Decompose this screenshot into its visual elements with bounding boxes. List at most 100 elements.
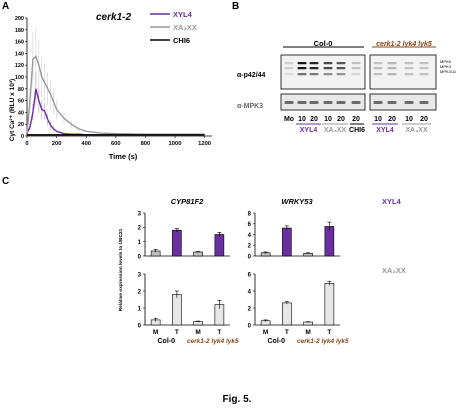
lane-label-col0: 10 — [298, 116, 306, 123]
panel-c-letter: C — [2, 176, 9, 187]
lane-label-col0: 10 — [324, 116, 332, 123]
gene-label-wrky53: WRKY53 — [281, 197, 313, 206]
blot-mutant-p42 — [369, 54, 437, 90]
c-xcat-label: M — [305, 329, 310, 336]
mapk-label-mpk3: MPK3 — [440, 64, 452, 69]
legend-label-xa3xx: XA₃XX — [173, 23, 197, 32]
gene-label-cyp81f2: CYP81F2 — [171, 197, 204, 206]
band-mpk3-mutant — [373, 101, 383, 104]
c-bar — [193, 321, 203, 326]
c-xcat-label: T — [327, 329, 331, 336]
band-p42-col0 — [351, 73, 361, 76]
band-p42-mutant — [404, 62, 414, 65]
band-p42-col0 — [351, 67, 361, 70]
lane-label-col0: Mo — [284, 116, 294, 123]
treatment-label-col0: CHI6 — [349, 127, 365, 134]
band-p42-mutant — [387, 62, 397, 65]
blot-bands — [284, 62, 429, 104]
band-p42-col0 — [309, 62, 319, 65]
band-mpk3-col0 — [284, 101, 294, 104]
lane-label-mutant: 10 — [405, 116, 413, 123]
band-p42-mutant — [419, 67, 429, 70]
band-p42-mutant — [373, 62, 383, 65]
treatment-label-mutant: XA₃XX — [405, 127, 428, 134]
lane-label-col0: 20 — [337, 116, 345, 123]
band-p42-col0 — [284, 73, 294, 76]
blot-col0-mpk3 — [280, 93, 366, 111]
a-series-line-1 — [26, 55, 205, 135]
c-ytick-label: 3 — [138, 272, 142, 278]
panel-b-letter: B — [232, 1, 239, 12]
c-bar — [193, 251, 203, 257]
c-ytick-label: 2 — [138, 226, 142, 232]
c-ytick-label: 3 — [138, 211, 142, 217]
a-xtick-label: 200 — [52, 141, 62, 147]
c-ytick-label: 0 — [138, 323, 142, 329]
band-p42-col0 — [297, 73, 307, 76]
band-p42-mutant — [387, 67, 397, 70]
band-mpk3-col0 — [336, 101, 346, 104]
band-p42-mutant — [404, 73, 414, 76]
band-p42-mutant — [419, 62, 429, 65]
c-bar — [214, 234, 225, 257]
band-p42-mutant — [373, 67, 383, 70]
c-ytick-label: 6 — [248, 272, 252, 278]
panel-a-lines — [26, 28, 205, 136]
band-p42-col0 — [284, 62, 294, 65]
a-ytick-label: 20 — [18, 122, 24, 128]
band-p42-col0 — [309, 73, 319, 76]
band-mpk3-mutant — [419, 101, 429, 104]
band-p42-col0 — [351, 62, 361, 65]
band-p42-col0 — [297, 62, 307, 65]
lane-label-mutant: 20 — [420, 116, 428, 123]
blot-label-p42-44: α-p42/44 — [237, 72, 266, 79]
c-ytick-label: 0 — [248, 254, 252, 260]
c-bar — [324, 283, 335, 326]
c-ytick-label: 2 — [248, 306, 252, 312]
blot-label-mpk3: α-MPK3 — [237, 103, 263, 110]
panel-c-ylabel: Relative expression levels to UBC21 — [118, 228, 124, 311]
panel-a-letter: A — [2, 1, 9, 12]
a-ytick-label: 180 — [15, 28, 24, 34]
a-ytick-label: 100 — [15, 75, 24, 81]
c-xcat-label: M — [263, 329, 268, 336]
band-mpk3-mutant — [404, 101, 414, 104]
blot-lane-labels: Mo 10 20 10 20 20 10 20 10 20 — [284, 116, 428, 123]
mapk-label-mpk4-11: MPK4/11 — [440, 69, 457, 74]
band-p42-mutant — [387, 73, 397, 76]
blot-col0-p42 — [280, 54, 366, 90]
a-xtick-label: 600 — [111, 141, 121, 147]
band-p42-col0 — [336, 73, 346, 76]
legend-label-chi6: CHI6 — [173, 36, 190, 45]
c-ytick-label: 4 — [248, 289, 252, 295]
c-bar — [303, 321, 313, 326]
band-p42-mutant — [419, 73, 429, 76]
c-ytick-label: 8 — [248, 211, 252, 217]
mapk-label-mpk6: MPK6 — [440, 59, 452, 64]
legend-label-xyl4: XYL4 — [173, 10, 193, 19]
c-xcat-label: M — [195, 329, 200, 336]
a-ytick-label: 200 — [15, 16, 24, 22]
c-bar — [172, 229, 182, 257]
band-mpk3-col0 — [309, 101, 319, 104]
a-ytick-label: 160 — [15, 40, 24, 46]
c-bar — [324, 226, 335, 257]
panel-a-ylabel: Cyt Ca²⁺ (RLU x 10³) — [9, 79, 16, 141]
c-group-col0: Col-0 — [158, 338, 176, 345]
c-ytick-label: 0 — [138, 254, 142, 260]
panel-b-group-mutant: cerk1-2 lyk4 lyk5 — [376, 41, 432, 48]
a-ytick-label: 80 — [18, 87, 24, 93]
treatment-label-mutant: XYL4 — [376, 127, 394, 134]
panel-a-xlabel: Time (s) — [109, 152, 138, 161]
band-p42-col0 — [297, 67, 307, 70]
a-xtick-label: 0 — [25, 141, 28, 147]
c-bar — [282, 302, 292, 326]
band-p42-col0 — [336, 62, 346, 65]
band-mpk3-col0 — [323, 101, 333, 104]
band-p42-mutant — [404, 67, 414, 70]
panel-b-group-col0: Col-0 — [314, 39, 333, 48]
band-p42-col0 — [323, 67, 333, 70]
band-mpk3-mutant — [387, 101, 397, 104]
a-ytick-label: 0 — [21, 134, 24, 140]
